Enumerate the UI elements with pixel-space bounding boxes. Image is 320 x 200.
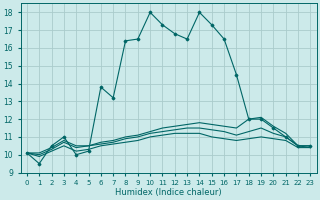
X-axis label: Humidex (Indice chaleur): Humidex (Indice chaleur) <box>115 188 222 197</box>
